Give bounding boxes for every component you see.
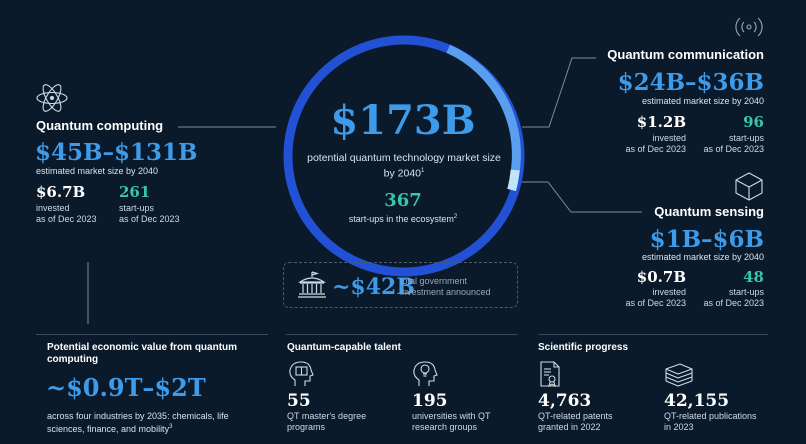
- talent-label-0: QT master's degree programs: [287, 411, 367, 432]
- science-divider: [538, 334, 768, 335]
- talent-divider: [286, 334, 518, 335]
- ring-sensing-segment: [507, 169, 520, 192]
- market-ring: [283, 35, 525, 277]
- computing-invested-label: invested as of Dec 2023: [36, 203, 97, 224]
- economic-title: Potential economic value from quantum co…: [47, 342, 238, 365]
- computing-startups: 261: [119, 183, 151, 201]
- communication-startups: 96: [743, 113, 764, 131]
- communication-invested-label: invested as of Dec 2023: [625, 133, 686, 154]
- atom-icon: [36, 84, 68, 112]
- talent-title: Quantum-capable talent: [287, 342, 401, 353]
- government-investment-value: ~$42B: [332, 274, 415, 300]
- talent-value-1: 195: [412, 391, 448, 411]
- science-label-0: QT-related patents granted in 2022: [538, 411, 613, 432]
- talent-label-1: universities with QT research groups: [412, 411, 491, 432]
- lightbulb-head-icon: [413, 361, 438, 386]
- sensing-invested: $0.7B: [636, 268, 686, 286]
- total-market-label: potential quantum technology market size…: [307, 152, 501, 180]
- communication-invested: $1.2B: [636, 113, 686, 131]
- sensing-range-label: estimated market size by 2040: [641, 252, 764, 262]
- computing-startups-label: start-ups as of Dec 2023: [119, 203, 180, 224]
- sensing-startups: 48: [743, 268, 764, 286]
- total-startups: 367: [384, 190, 422, 211]
- ring-communication-segment: [446, 44, 521, 179]
- patent-document-icon: [540, 361, 560, 387]
- cube-icon: [735, 172, 763, 201]
- wireless-signal-icon: [735, 17, 763, 37]
- sensing-range: $1B–$6B: [649, 226, 764, 253]
- sensing-startups-label: start-ups as of Dec 2023: [703, 287, 764, 308]
- communication-range: $24B–$36B: [617, 69, 764, 96]
- government-investment-label: total government investment announced: [400, 276, 491, 297]
- computing-range: $45B–$131B: [35, 139, 198, 166]
- computing-title: Quantum computing: [36, 118, 164, 133]
- talent-value-0: 55: [287, 391, 311, 411]
- economic-divider: [36, 334, 268, 335]
- publications-stack-icon: [665, 363, 693, 387]
- communication-title: Quantum communication: [607, 47, 764, 62]
- computing-range-label: estimated market size by 2040: [36, 166, 159, 176]
- sensing-connector: [518, 181, 642, 213]
- science-title: Scientific progress: [538, 342, 629, 353]
- government-investment-box: [283, 262, 518, 308]
- government-building-icon: [298, 271, 326, 298]
- economic-value: ~$0.9T–$2T: [46, 373, 206, 402]
- science-value-1: 42,155: [664, 391, 730, 411]
- sensing-invested-label: invested as of Dec 2023: [625, 287, 686, 308]
- communication-range-label: estimated market size by 2040: [641, 96, 764, 106]
- total-market-value: $173B: [330, 97, 476, 144]
- computing-invested: $6.7B: [36, 183, 86, 201]
- science-label-1: QT-related publications in 2023: [664, 411, 757, 432]
- person-head-book-icon: [289, 361, 314, 386]
- economic-label: across four industries by 2035: chemical…: [47, 411, 229, 434]
- sensing-title: Quantum sensing: [654, 204, 764, 219]
- total-startups-label: start-ups in the ecosystem2: [348, 214, 458, 224]
- science-value-0: 4,763: [538, 391, 592, 411]
- communication-startups-label: start-ups as of Dec 2023: [703, 133, 764, 154]
- communication-connector: [522, 57, 596, 128]
